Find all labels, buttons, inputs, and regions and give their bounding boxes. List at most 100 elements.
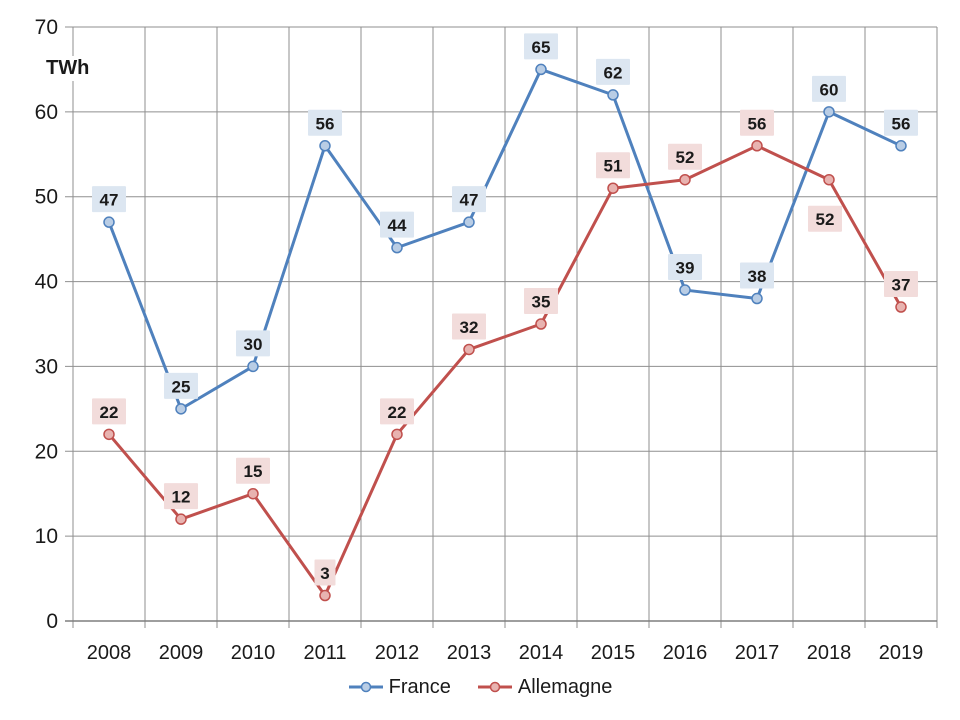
y-tick-label: 60: [35, 101, 58, 124]
data-label: 12: [172, 488, 191, 507]
data-label: 65: [532, 38, 551, 57]
data-label-bg: [808, 205, 842, 232]
data-label-bg: [314, 559, 336, 586]
y-tick-label: 50: [35, 186, 58, 209]
data-label: 51: [604, 157, 623, 176]
data-label-bg: [164, 483, 198, 510]
data-label-bg: [92, 398, 126, 425]
data-point-marker: [895, 140, 907, 152]
data-label-bg: [92, 186, 126, 213]
legend-label-allemagne: Allemagne: [517, 675, 613, 698]
data-label-bg: [308, 109, 342, 136]
y-tick-label: 0: [46, 610, 58, 633]
x-tick-label: 2008: [87, 642, 132, 664]
data-label-bg: [524, 33, 558, 60]
data-label-bg: [668, 143, 702, 170]
data-point-marker: [535, 63, 547, 76]
y-tick-label: 20: [35, 440, 58, 463]
x-tick-label: 2017: [735, 642, 780, 664]
x-tick-label: 2010: [231, 642, 276, 664]
data-label: 3: [320, 564, 329, 583]
data-point-marker: [535, 318, 547, 330]
vertical-gridlines: [72, 27, 938, 628]
data-label: 44: [388, 216, 407, 235]
data-label-bg: [740, 262, 774, 289]
data-point-marker: [679, 173, 691, 186]
data-label-bg: [452, 186, 486, 213]
data-point-marker: [823, 173, 835, 186]
data-label-bg: [164, 372, 198, 399]
data-label-bg: [812, 75, 846, 102]
data-point-marker: [823, 106, 835, 118]
data-point-marker: [463, 343, 475, 356]
data-point-marker: [319, 140, 331, 152]
data-point-marker: [391, 428, 403, 441]
series-france: 47 25 30 56 44 47 65 62 39 38 60 56: [92, 33, 918, 415]
data-label-bg: [884, 109, 918, 136]
allemagne-line-marker-icon: [477, 681, 512, 693]
series-allemagne: 22 12 15 3 22 32 35 51 52 56 52 37: [92, 109, 918, 602]
data-label: 37: [892, 276, 911, 295]
data-point-marker: [103, 428, 115, 441]
data-label: 39: [676, 259, 695, 278]
data-point-marker: [247, 360, 259, 373]
data-label: 38: [748, 267, 767, 286]
x-tick-label: 2016: [663, 642, 708, 664]
data-point-marker: [607, 182, 619, 194]
data-label: 60: [820, 80, 839, 99]
data-label: 52: [816, 210, 835, 229]
data-point-marker: [319, 589, 331, 602]
horizontal-gridlines: [65, 26, 937, 622]
data-label: 22: [100, 403, 119, 422]
legend-item-allemagne: Allemagne: [477, 675, 613, 699]
data-label: 25: [172, 377, 191, 396]
x-tick-label: 2009: [159, 642, 204, 664]
data-point-marker: [895, 301, 907, 313]
data-point-marker: [103, 216, 115, 228]
france-line-marker-icon: [348, 681, 383, 693]
series-line: [107, 144, 903, 598]
data-label-bg: [452, 313, 486, 340]
y-tick-label: 30: [35, 355, 58, 378]
data-point-marker: [175, 513, 187, 525]
data-point-marker: [391, 241, 403, 254]
x-axis-labels: 2008 2009 2010 2011 2012 2013 2014 2015 2016 2017…: [87, 642, 924, 664]
x-tick-label: 2014: [519, 642, 564, 664]
legend-label-france: France: [388, 675, 451, 698]
x-tick-label: 2019: [879, 642, 924, 664]
data-label: 56: [748, 114, 767, 133]
data-label-bg: [596, 58, 630, 85]
data-point-marker: [751, 140, 763, 152]
data-point-marker: [751, 292, 763, 305]
x-tick-label: 2015: [591, 642, 636, 664]
data-label: 56: [316, 114, 335, 133]
data-label: 62: [604, 63, 623, 82]
data-point-marker: [247, 487, 259, 500]
y-tick-label: 70: [35, 16, 58, 39]
x-tick-label: 2011: [303, 642, 346, 664]
data-label: 35: [532, 293, 551, 312]
data-point-marker: [175, 403, 187, 415]
data-point-marker: [679, 284, 691, 296]
data-label: 32: [460, 318, 479, 337]
data-label-bg: [884, 271, 918, 298]
legend-item-france: France: [348, 676, 451, 699]
data-label-bg: [668, 254, 702, 281]
y-tick-label: 40: [35, 271, 58, 294]
data-label-bg: [380, 211, 414, 238]
data-label: 47: [460, 191, 479, 210]
data-label: 22: [388, 403, 407, 422]
x-tick-label: 2013: [447, 642, 492, 664]
data-label-bg: [596, 152, 630, 179]
x-tick-label: 2012: [375, 642, 420, 664]
data-label: 56: [892, 114, 911, 133]
data-label: 52: [676, 148, 695, 167]
data-point-marker: [463, 216, 475, 228]
data-label-bg: [524, 288, 558, 314]
legend: France Allemagne: [0, 671, 960, 703]
data-label-bg: [236, 457, 270, 484]
data-label: 15: [244, 462, 263, 481]
data-label-bg: [236, 330, 270, 357]
